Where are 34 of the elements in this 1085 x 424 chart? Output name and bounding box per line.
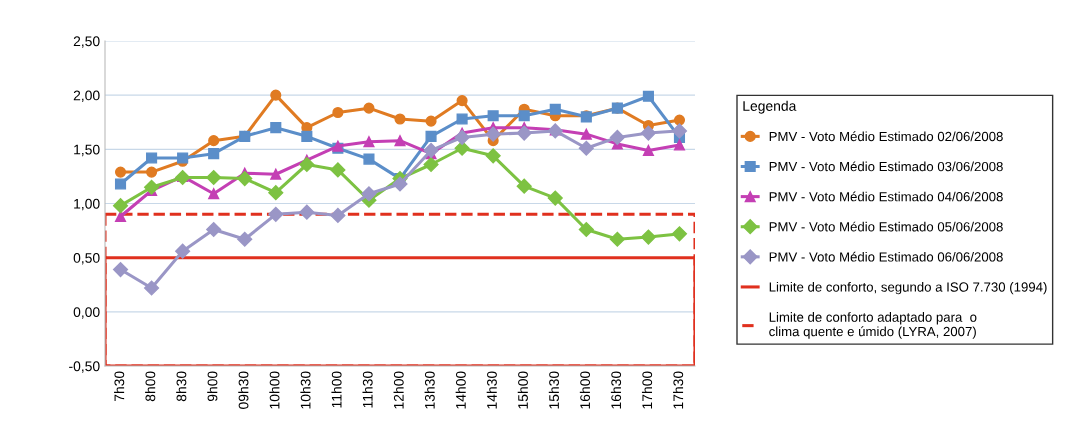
legend-label: PMV - Voto Médio Estimado 02/06/2008 bbox=[769, 131, 1003, 142]
x-tick-label: 17h00 bbox=[641, 371, 653, 409]
x-tick-label: 14h00 bbox=[455, 371, 466, 409]
x-tick-label: 15h00 bbox=[517, 371, 528, 409]
legend-label: Limite de conforto, segundo a ISO 7.730 (1994) bbox=[769, 282, 1047, 295]
legend-label: Limite de conforto adaptado para o clima quente e úmido (LYRA, 2007) bbox=[769, 312, 977, 339]
x-tick-label: 10h00 bbox=[269, 371, 280, 409]
y-tick-label: 1,00 bbox=[74, 198, 100, 211]
x-tick-label: 7h30 bbox=[114, 371, 125, 402]
legend-label: PMV - Voto Médio Estimado 05/06/2008 bbox=[769, 221, 1003, 232]
x-tick-label: 16h00 bbox=[579, 371, 591, 409]
x-tick-label: 09h30 bbox=[238, 371, 249, 409]
x-tick-label: 8h30 bbox=[176, 371, 187, 402]
x-tick-label: 15h30 bbox=[548, 371, 559, 409]
x-tick-label: 8h00 bbox=[145, 371, 156, 402]
y-tick-label: 2,00 bbox=[73, 90, 100, 102]
x-tick-label: 16h30 bbox=[610, 371, 622, 409]
x-tick-label: 11h30 bbox=[362, 371, 373, 408]
x-tick-label: 10h30 bbox=[300, 371, 311, 409]
x-tick-label: 11h00 bbox=[331, 371, 342, 408]
x-tick-label: 17h30 bbox=[673, 371, 684, 409]
y-tick-label: 2,50 bbox=[73, 36, 100, 48]
x-tick-label: 12h00 bbox=[393, 371, 404, 409]
x-tick-label: 14h30 bbox=[486, 371, 497, 409]
x-tick-label: 13h30 bbox=[424, 371, 435, 409]
legend-label: PMV - Voto Médio Estimado 03/06/2008 bbox=[769, 161, 1003, 172]
x-tick-label: 9h00 bbox=[207, 371, 218, 402]
y-tick-label: 0,50 bbox=[73, 253, 100, 265]
y-tick-label: -0,50 bbox=[69, 361, 100, 373]
legend-title: Legenda bbox=[743, 100, 797, 114]
y-tick-label: 1,50 bbox=[74, 144, 100, 157]
legend-label: PMV - Voto Médio Estimado 04/06/2008 bbox=[769, 191, 1003, 202]
y-tick-label: 0,00 bbox=[73, 307, 100, 319]
legend-label: PMV - Voto Médio Estimado 06/06/2008 bbox=[769, 251, 1003, 262]
